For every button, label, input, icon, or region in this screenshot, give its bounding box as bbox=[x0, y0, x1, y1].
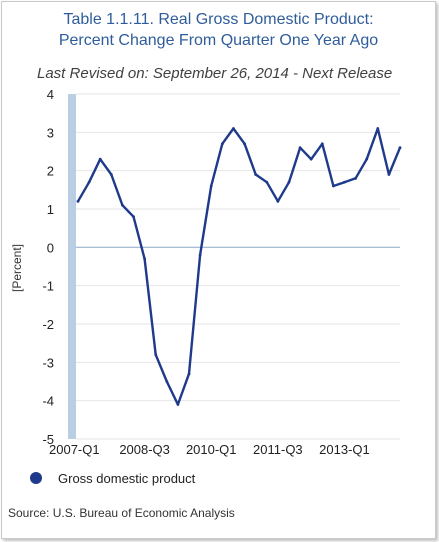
source-note: Source: U.S. Bureau of Economic Analysis bbox=[8, 506, 235, 520]
data-point-2007-Q3[interactable] bbox=[98, 157, 102, 161]
data-point-2007-Q1[interactable] bbox=[76, 199, 80, 203]
data-point-2009-Q3[interactable] bbox=[187, 372, 191, 376]
data-point-2009-Q1[interactable] bbox=[165, 380, 169, 383]
y-tick-label: -2 bbox=[42, 317, 54, 332]
x-tick-labels: 2007-Q1 2008-Q3 2010-Q1 2011-Q3 2013-Q1 bbox=[49, 442, 370, 457]
data-point-2010-Q1[interactable] bbox=[209, 184, 213, 188]
data-point-2011-Q3[interactable] bbox=[276, 199, 280, 203]
y-tick-label: 0 bbox=[47, 240, 54, 255]
data-point-2010-Q2[interactable] bbox=[220, 142, 224, 146]
grid-lines bbox=[76, 93, 400, 440]
data-point-2008-Q4[interactable] bbox=[154, 353, 158, 357]
data-point-2008-Q3[interactable] bbox=[143, 257, 147, 261]
data-point-2012-Q3[interactable] bbox=[320, 142, 324, 146]
data-point-2010-Q4[interactable] bbox=[243, 142, 246, 146]
x-tick-label: 2011-Q3 bbox=[253, 442, 303, 457]
y-tick-label: 4 bbox=[47, 87, 54, 102]
data-point-2013-Q2[interactable] bbox=[354, 176, 357, 180]
data-point-2009-Q2[interactable] bbox=[176, 403, 180, 406]
y-tick-label: -1 bbox=[42, 279, 54, 294]
y-tick-labels: 4 3 2 1 0 -1 -2 -3 -4 -5 bbox=[42, 87, 54, 447]
data-point-2013-Q1[interactable] bbox=[343, 180, 346, 184]
x-tick-label: 2008-Q3 bbox=[119, 442, 170, 457]
data-point-2013-Q3[interactable] bbox=[365, 157, 369, 161]
data-point-2011-Q4[interactable] bbox=[287, 180, 291, 184]
data-point-2014-Q2[interactable] bbox=[398, 146, 402, 150]
data-point-2007-Q2[interactable] bbox=[87, 180, 91, 184]
x-tick-label: 2013-Q1 bbox=[319, 442, 370, 457]
data-point-2009-Q4[interactable] bbox=[198, 253, 202, 257]
y-axis-band bbox=[68, 94, 76, 439]
data-point-2010-Q3[interactable] bbox=[232, 127, 235, 130]
chart-title-line2: Percent Change From Quarter One Year Ago bbox=[58, 32, 379, 49]
gdp-line-chart: 4 3 2 1 0 -1 -2 -3 -4 -5 2007-Q1 2008-Q3 2010-Q1 201… bbox=[10, 87, 402, 486]
data-point-2012-Q2[interactable] bbox=[309, 157, 313, 161]
data-point-2008-Q2[interactable] bbox=[132, 215, 135, 219]
data-point-2013-Q4[interactable] bbox=[376, 127, 380, 130]
series-line-gross-domestic-product bbox=[76, 127, 402, 406]
revision-note: Last Revised on: September 26, 2014 - Ne… bbox=[37, 65, 393, 82]
data-point-2014-Q1[interactable] bbox=[387, 173, 391, 176]
data-point-2008-Q1[interactable] bbox=[121, 203, 124, 207]
data-point-2011-Q1[interactable] bbox=[254, 173, 258, 176]
y-tick-label: 3 bbox=[47, 125, 54, 140]
chart-title-line1: Table 1.1.11. Real Gross Domestic Produc… bbox=[63, 11, 374, 28]
series-points bbox=[76, 127, 402, 406]
legend-marker-gross-domestic-product bbox=[30, 472, 42, 484]
legend-label-gross-domestic-product: Gross domestic product bbox=[58, 471, 196, 486]
data-point-2012-Q1[interactable] bbox=[298, 146, 302, 150]
y-tick-label: -3 bbox=[42, 355, 54, 370]
data-point-2012-Q4[interactable] bbox=[331, 184, 335, 188]
y-tick-label: -4 bbox=[42, 394, 54, 409]
data-point-2011-Q2[interactable] bbox=[265, 180, 269, 184]
y-tick-label: -5 bbox=[42, 432, 54, 447]
y-tick-label: 1 bbox=[47, 202, 54, 217]
legend: Gross domestic product bbox=[30, 471, 196, 486]
y-axis-label: [Percent] bbox=[10, 244, 24, 292]
data-point-2007-Q4[interactable] bbox=[109, 173, 113, 176]
y-tick-label: 2 bbox=[47, 164, 54, 179]
x-tick-label: 2007-Q1 bbox=[49, 442, 100, 457]
x-tick-label: 2010-Q1 bbox=[186, 442, 237, 457]
